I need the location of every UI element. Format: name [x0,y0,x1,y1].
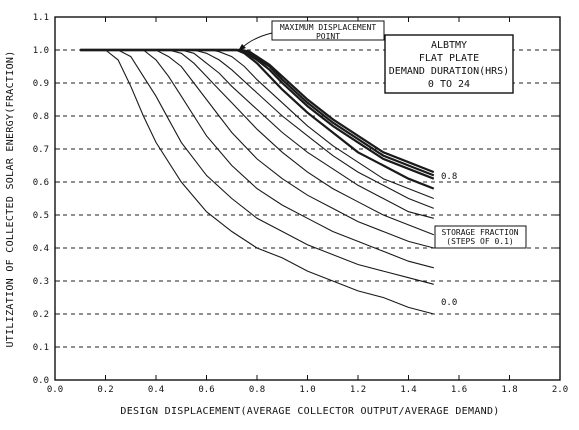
storage-note-line1: STORAGE FRACTION [441,228,518,237]
y-tick-label: 1.0 [33,46,49,56]
y-tick-label: 0.3 [33,277,49,287]
series-line [80,49,434,315]
max-point-line1: MAXIMUM DISPLACEMENT [280,23,377,32]
max-point-box [271,20,385,41]
y-tick-label: 0.2 [33,310,49,320]
x-tick-label: 0.2 [97,385,113,395]
x-tick-label: 0.8 [249,385,265,395]
curve-label-bottom: 0.0 [441,298,457,308]
y-axis-title: UTILIZATION OF COLLECTED SOLAR ENERGY(FR… [5,50,16,347]
y-tick-label: 0.4 [33,244,49,254]
info-box: ALBTMY FLAT PLATE DEMAND DURATION(HRS) 0… [384,34,514,94]
y-tick-label: 0.9 [33,79,49,89]
y-tick-label: 0.7 [33,145,49,155]
x-tick-label: 0.4 [148,385,164,395]
grid-layer [55,49,560,348]
series-line [80,49,434,219]
series-line [80,49,434,285]
info-box-line4: 0 TO 24 [428,79,470,90]
tick-layer: 0.00.10.20.30.40.50.60.70.80.91.01.10.0 0… [33,13,568,395]
x-tick-label: 1.2 [350,385,366,395]
max-point-arrow [241,32,273,49]
series-line [80,49,434,249]
max-point-annotation: MAXIMUM DISPLACEMENT POINT [238,20,385,51]
max-point-arrowhead [238,44,246,51]
series-line [80,49,434,269]
series-line [80,49,435,200]
x-tick-label: 1.6 [451,385,467,395]
info-box-line3: DEMAND DURATION(HRS) [389,66,509,77]
curve-layer [80,48,435,315]
storage-fraction-note: STORAGE FRACTION (STEPS OF 0.1) [434,225,527,249]
x-tick-label: 0.6 [198,385,214,395]
info-box-line1: ALBTMY [431,40,467,51]
x-axis-title: DESIGN DISPLACEMENT(AVERAGE COLLECTOR OU… [120,406,499,417]
series-line [80,49,435,236]
y-tick-label: 1.1 [33,13,49,23]
x-tick-label: 1.4 [400,385,416,395]
storage-note-line2: (STEPS OF 0.1) [446,237,513,246]
y-tick-label: 0.5 [33,211,49,221]
x-tick-label: 1.8 [501,385,517,395]
curve-label-top: 0.8 [441,172,457,182]
y-tick-label: 0.0 [33,376,49,386]
info-box-line2: FLAT PLATE [419,53,479,64]
y-tick-label: 0.1 [33,343,49,353]
y-tick-label: 0.8 [33,112,49,122]
x-tick-label: 2.0 [552,385,568,395]
info-box-frame [384,34,514,94]
storage-note-box [434,225,527,249]
x-tick-label: 1.0 [299,385,315,395]
max-point-line2: POINT [316,32,340,41]
series-line [80,48,435,190]
series-line [80,49,435,209]
series-line [80,48,435,174]
y-tick-label: 0.6 [33,178,49,188]
x-tick-label: 0.0 [47,385,63,395]
